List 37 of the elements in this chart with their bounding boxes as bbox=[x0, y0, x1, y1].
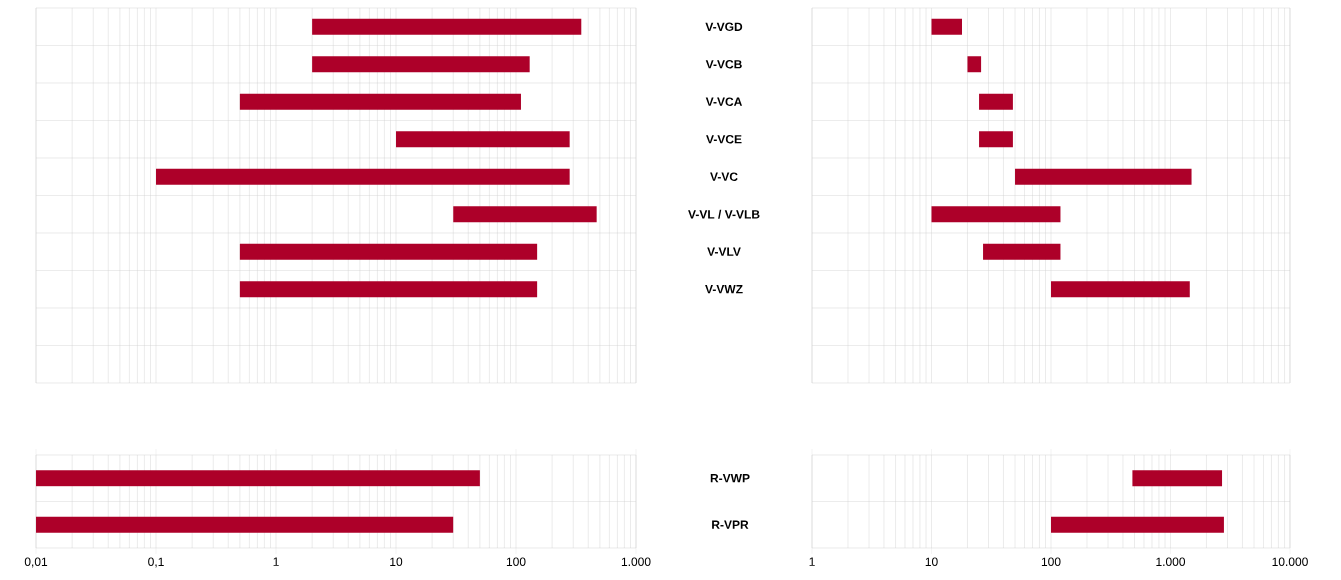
x-tick-label: 1.000 bbox=[621, 557, 651, 567]
x-tick-label: 10 bbox=[390, 557, 403, 567]
y-tick-label: V-VCA bbox=[705, 97, 743, 106]
bar bbox=[983, 243, 1061, 260]
bar bbox=[312, 56, 530, 73]
y-tick-label: V-VL / V-VLB bbox=[688, 209, 760, 219]
y-tick-label: V-VCE bbox=[706, 135, 742, 144]
y-tick-label: V-VC bbox=[710, 172, 738, 181]
bar bbox=[931, 18, 963, 35]
x-tick-label: 1.000 bbox=[1156, 557, 1186, 567]
bar bbox=[453, 206, 597, 223]
x-tick-label: 10.000 bbox=[1272, 557, 1308, 567]
bar bbox=[312, 18, 582, 35]
x-tick-label: 1 bbox=[273, 557, 279, 566]
bar bbox=[967, 56, 982, 73]
bar bbox=[239, 243, 538, 260]
x-tick-label: 100 bbox=[1041, 557, 1061, 567]
bar bbox=[931, 206, 1061, 223]
bar bbox=[1051, 281, 1190, 298]
bar bbox=[239, 93, 521, 110]
y-tick-label: V-VGD bbox=[705, 22, 743, 31]
y-tick-label: V-VCB bbox=[705, 60, 742, 69]
x-tick-label: 0,1 bbox=[148, 557, 164, 568]
bar bbox=[239, 281, 538, 298]
y-tick-label: V-VWZ bbox=[705, 285, 743, 294]
x-tick-label: 100 bbox=[506, 557, 526, 567]
bar bbox=[156, 168, 570, 185]
bar bbox=[979, 131, 1013, 148]
bar bbox=[1015, 168, 1192, 185]
y-tick-label: R-VWP bbox=[710, 474, 750, 483]
x-tick-label: 0,01 bbox=[24, 557, 48, 568]
bar bbox=[979, 93, 1013, 110]
x-tick-label: 1 bbox=[809, 557, 815, 566]
bar bbox=[396, 131, 570, 148]
y-tick-label: R-VPR bbox=[712, 520, 749, 529]
x-tick-label: 10 bbox=[925, 557, 938, 567]
y-tick-label: V-VLV bbox=[707, 247, 741, 256]
